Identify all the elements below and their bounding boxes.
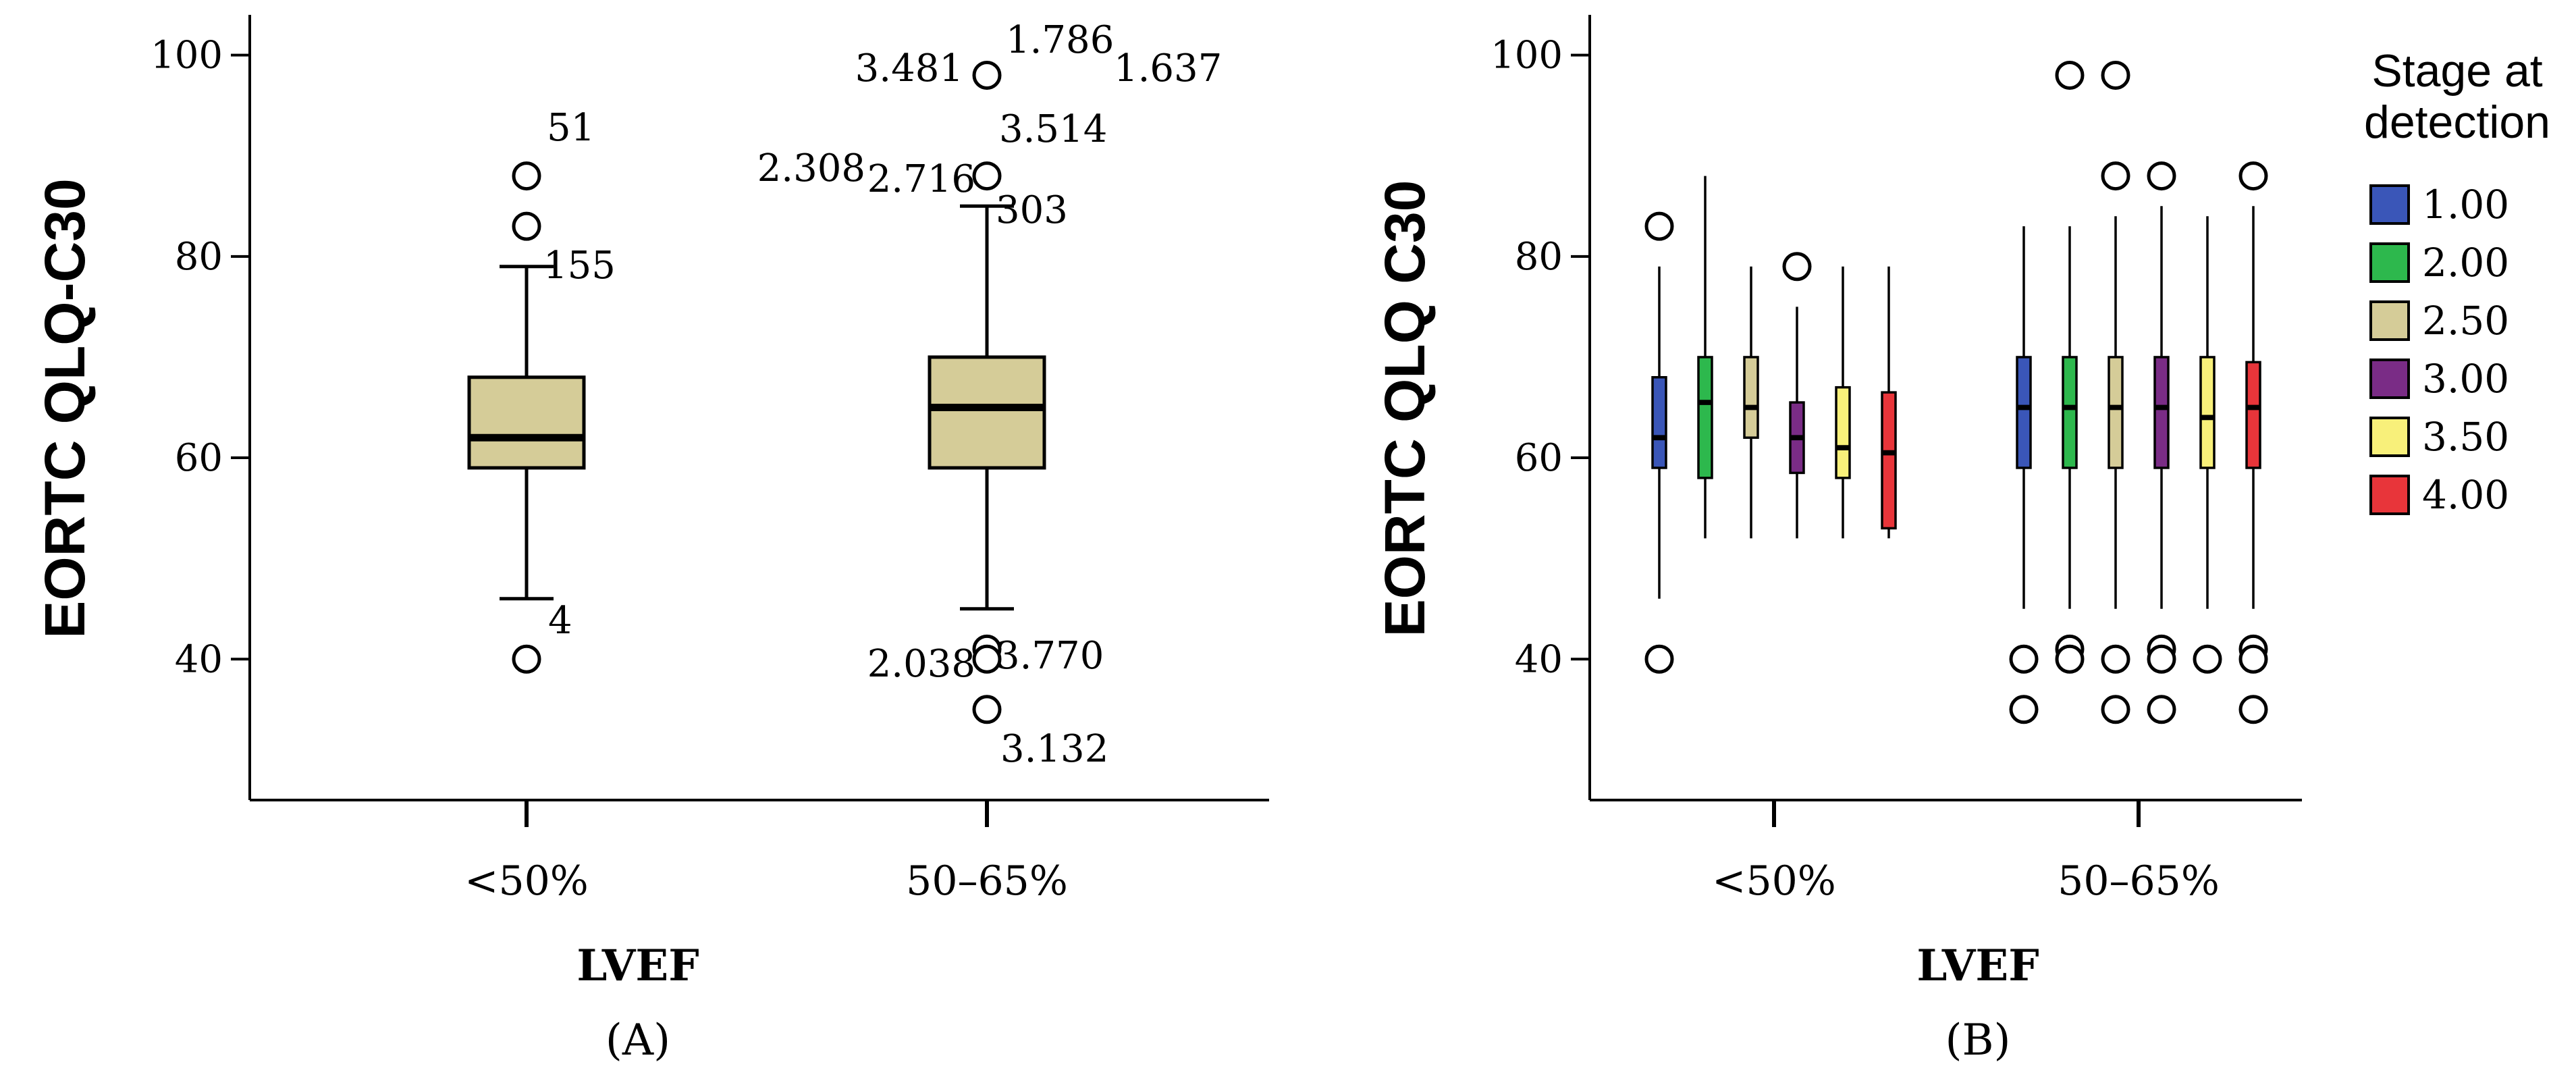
- legend-swatch: [2369, 242, 2410, 283]
- panel-b-label: (B): [1946, 1015, 2011, 1065]
- legend-entry-label: 2.50: [2422, 298, 2509, 344]
- legend-swatch: [2369, 300, 2410, 341]
- outlier-label: 51: [547, 106, 595, 150]
- box: [2016, 356, 2032, 469]
- legend: Stage at detection 1.00 2.00 2.50 3.00 3.50 4…: [2364, 45, 2550, 518]
- panel-a-plot-area: 40 60 80 100 <50% 50–65% 51 155 4 3.481 1.7861.637…: [151, 15, 1269, 905]
- legend-entry-label: 3.00: [2422, 356, 2509, 402]
- outlier-point: [2101, 60, 2130, 90]
- outlier-point: [2101, 695, 2130, 724]
- outlier-label: 1.637: [1114, 47, 1222, 90]
- box: [2153, 356, 2170, 469]
- box: [1835, 386, 1851, 479]
- outlier-label: 1.786: [1006, 18, 1114, 62]
- legend-entry-label: 1.00: [2422, 182, 2509, 228]
- outlier-point: [2101, 161, 2130, 191]
- outlier-point: [2193, 644, 2222, 674]
- panel-b: EORTC QLQ C30 LVEF (B) 40 60 80 100 <50% 50–6…: [1373, 15, 2550, 1065]
- y-tick-label: 60: [175, 436, 223, 480]
- box: [928, 355, 1046, 470]
- panel-a: EORTC QLQ-C30 LVEF (A) 40 60 80 100 <50% 50–6…: [33, 15, 1269, 1065]
- x-tick-label: 50–65%: [2058, 857, 2220, 905]
- y-tick-label: 100: [1491, 34, 1563, 78]
- legend-entry-label: 2.00: [2422, 240, 2509, 286]
- box: [1651, 376, 1667, 469]
- outlier-label: 3.770: [996, 634, 1104, 678]
- outlier-label: 3.481: [855, 47, 963, 90]
- box: [1881, 391, 1897, 530]
- legend-swatch: [2369, 184, 2410, 225]
- y-tick-label: 80: [175, 235, 223, 279]
- outlier-point: [972, 161, 1002, 191]
- legend-swatch: [2369, 475, 2410, 515]
- legend-entry-label: 4.00: [2422, 472, 2509, 518]
- legend-swatch: [2369, 417, 2410, 457]
- x-tick-label: 50–65%: [906, 857, 1068, 905]
- outlier-point: [1782, 252, 1812, 282]
- outlier-point: [972, 644, 1002, 674]
- box: [1697, 356, 1713, 479]
- outlier-point: [972, 60, 1002, 90]
- panel-b-x-axis-label: LVEF: [1916, 940, 2039, 991]
- panel-a-x-axis-label: LVEF: [576, 940, 699, 991]
- y-tick-label: 60: [1515, 436, 1563, 480]
- panel-b-y-axis-label: EORTC QLQ C30: [1373, 180, 1437, 637]
- box: [2062, 356, 2078, 469]
- y-tick-label: 100: [151, 34, 223, 78]
- outlier-label: 2.308: [757, 147, 865, 190]
- legend-title-line-1: Stage at: [2371, 45, 2542, 97]
- x-tick-label: <50%: [464, 857, 589, 905]
- outlier-label: 303: [996, 188, 1068, 232]
- panel-b-plot-area: 40 60 80 100 <50% 50–65%: [1491, 15, 2302, 905]
- legend-swatch: [2369, 359, 2410, 399]
- outlier-point: [2055, 644, 2085, 674]
- outlier-point: [512, 161, 541, 191]
- box: [2245, 361, 2261, 469]
- outlier-point: [972, 695, 1002, 724]
- outlier-label: 2.716: [867, 157, 975, 201]
- y-tick-label: 40: [1515, 637, 1563, 681]
- legend-title-line-2: detection: [2364, 97, 2550, 148]
- outlier-label: 3.514: [999, 107, 1107, 151]
- box: [2199, 356, 2216, 469]
- outlier-point: [2101, 644, 2130, 674]
- outlier-point: [2238, 644, 2268, 674]
- outlier-point: [2147, 695, 2176, 724]
- x-tick-label: <50%: [1712, 857, 1836, 905]
- panel-a-y-axis-label: EORTC QLQ-C30: [33, 178, 97, 638]
- outlier-point: [1644, 644, 1674, 674]
- outlier-point: [2147, 161, 2176, 191]
- box: [467, 375, 586, 470]
- panel-a-label: (A): [606, 1015, 670, 1065]
- outlier-point: [2238, 161, 2268, 191]
- outlier-point: [2055, 60, 2085, 90]
- legend-entry-label: 3.50: [2422, 414, 2509, 460]
- box: [2108, 356, 2124, 469]
- outlier-point: [2238, 695, 2268, 724]
- outlier-point: [512, 211, 541, 241]
- outlier-point: [2009, 695, 2039, 724]
- outlier-point: [2009, 644, 2039, 674]
- box: [1743, 356, 1759, 439]
- outlier-point: [512, 644, 541, 674]
- y-tick-label: 40: [175, 637, 223, 681]
- legend-entries: 1.00 2.00 2.50 3.00 3.50 4.00: [2369, 182, 2509, 518]
- outlier-label: 4: [548, 599, 572, 643]
- outlier-point: [2147, 644, 2176, 674]
- outlier-label: 2.038: [867, 642, 975, 686]
- outlier-label: 155: [543, 244, 616, 288]
- outlier-point: [1644, 211, 1674, 241]
- outlier-label: 3.132: [1000, 727, 1108, 771]
- y-tick-label: 80: [1515, 235, 1563, 279]
